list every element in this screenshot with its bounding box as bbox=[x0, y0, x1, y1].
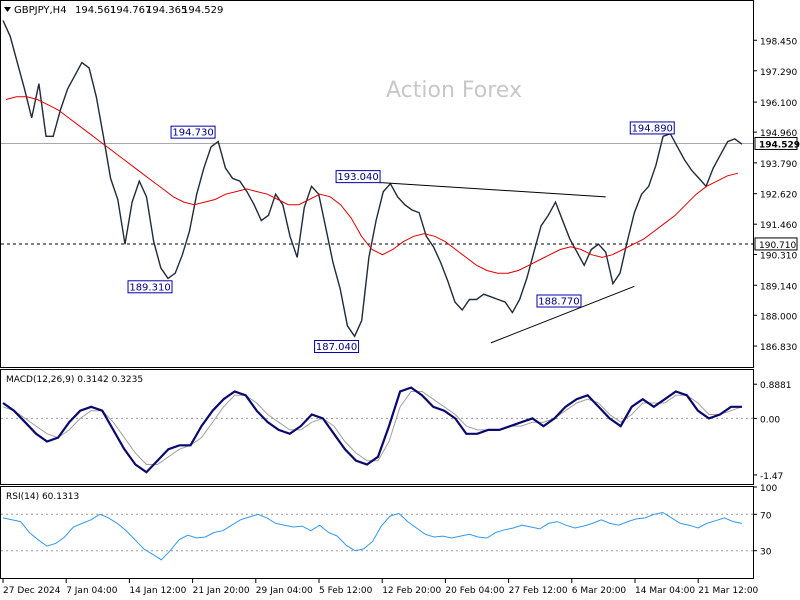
x-tick-label: 27 Feb 12:00 bbox=[509, 586, 568, 596]
close-value: 194.529 bbox=[182, 5, 223, 16]
macd-line bbox=[2, 386, 742, 474]
x-tick-label: 27 Dec 2024 bbox=[3, 586, 61, 596]
symbol-label: GBPJPY,H4 bbox=[14, 5, 67, 16]
y-tick-label: 197.290 bbox=[760, 68, 797, 78]
x-tick-label: 12 Feb 20:00 bbox=[382, 586, 441, 596]
watermark: Action Forex bbox=[386, 78, 522, 103]
high-value: 194.767 bbox=[110, 5, 151, 16]
rsi-tick-label: 30 bbox=[760, 548, 772, 558]
x-tick-label: 14 Jan 12:00 bbox=[129, 586, 186, 596]
price-annotation-box bbox=[170, 125, 216, 139]
rsi-line bbox=[2, 511, 743, 561]
trendline bbox=[490, 285, 635, 344]
triangle-down-icon[interactable] bbox=[4, 7, 11, 12]
x-tick-label: 29 Jan 04:00 bbox=[256, 586, 313, 596]
rsi-tick-label: 70 bbox=[760, 511, 772, 521]
rsi-tick-label: 100 bbox=[760, 484, 777, 494]
x-tick-label: 5 Feb 12:00 bbox=[319, 586, 373, 596]
x-tick-label: 20 Feb 04:00 bbox=[445, 586, 504, 596]
price-annotation-box bbox=[314, 340, 360, 354]
macd-tick-label: 0.00 bbox=[760, 415, 780, 425]
rsi-panel-label: RSI(14) 60.1313 bbox=[6, 492, 79, 502]
dashed-level-tag-label: 190.710 bbox=[759, 241, 796, 251]
y-tick-label: 186.830 bbox=[760, 343, 797, 353]
x-tick-label: 6 Mar 20:00 bbox=[572, 586, 627, 596]
x-tick-label: 7 Jan 04:00 bbox=[66, 586, 118, 596]
trendline bbox=[376, 181, 606, 198]
low-value: 194.365 bbox=[146, 5, 187, 16]
y-tick-label: 189.140 bbox=[760, 282, 797, 292]
price-annotation-label: 189.310 bbox=[129, 282, 170, 293]
price-annotation-label: 193.040 bbox=[337, 172, 378, 183]
moving-average-line bbox=[5, 96, 739, 274]
price-annotation-box bbox=[629, 121, 675, 135]
macd-panel-frame bbox=[0, 369, 754, 485]
macd-tick-label: -1.47 bbox=[760, 472, 783, 482]
x-tick-label: 21 Mar 12:00 bbox=[698, 586, 758, 596]
price-annotation-label: 187.040 bbox=[316, 342, 357, 353]
x-tick-label: 14 Mar 04:00 bbox=[635, 586, 695, 596]
price-series-line bbox=[2, 20, 743, 338]
open-value: 194.561 bbox=[75, 5, 116, 16]
main-panel-frame bbox=[0, 0, 754, 368]
dashed-level-tag bbox=[754, 237, 798, 251]
current-price-tag bbox=[754, 136, 798, 150]
x-tick-label: 21 Jan 20:00 bbox=[193, 586, 250, 596]
chart-header: GBPJPY,H4 194.561 194.767 194.365 194.52… bbox=[4, 5, 223, 16]
y-tick-label: 194.960 bbox=[760, 129, 797, 139]
price-annotation-box bbox=[536, 294, 582, 308]
macd-tick-label: 0.8881 bbox=[760, 381, 792, 391]
current-price-tag-label: 194.529 bbox=[759, 140, 800, 150]
price-annotation-label: 188.770 bbox=[538, 297, 579, 308]
y-tick-label: 190.310 bbox=[760, 251, 797, 261]
y-tick-label: 196.100 bbox=[760, 99, 797, 109]
macd-panel-label: MACD(12,26,9) 0.3142 0.3235 bbox=[6, 375, 143, 385]
y-tick-label: 198.450 bbox=[760, 37, 797, 47]
y-tick-label: 188.000 bbox=[760, 312, 797, 322]
price-annotation-label: 194.890 bbox=[632, 123, 673, 134]
rsi-panel-frame bbox=[0, 486, 754, 579]
y-tick-label: 192.620 bbox=[760, 191, 797, 201]
y-tick-label: 191.460 bbox=[760, 221, 797, 231]
y-tick-label: 193.790 bbox=[760, 160, 797, 170]
price-annotation-box bbox=[335, 170, 381, 184]
price-annotation-label: 194.730 bbox=[172, 128, 213, 139]
price-annotation-box bbox=[127, 280, 173, 294]
